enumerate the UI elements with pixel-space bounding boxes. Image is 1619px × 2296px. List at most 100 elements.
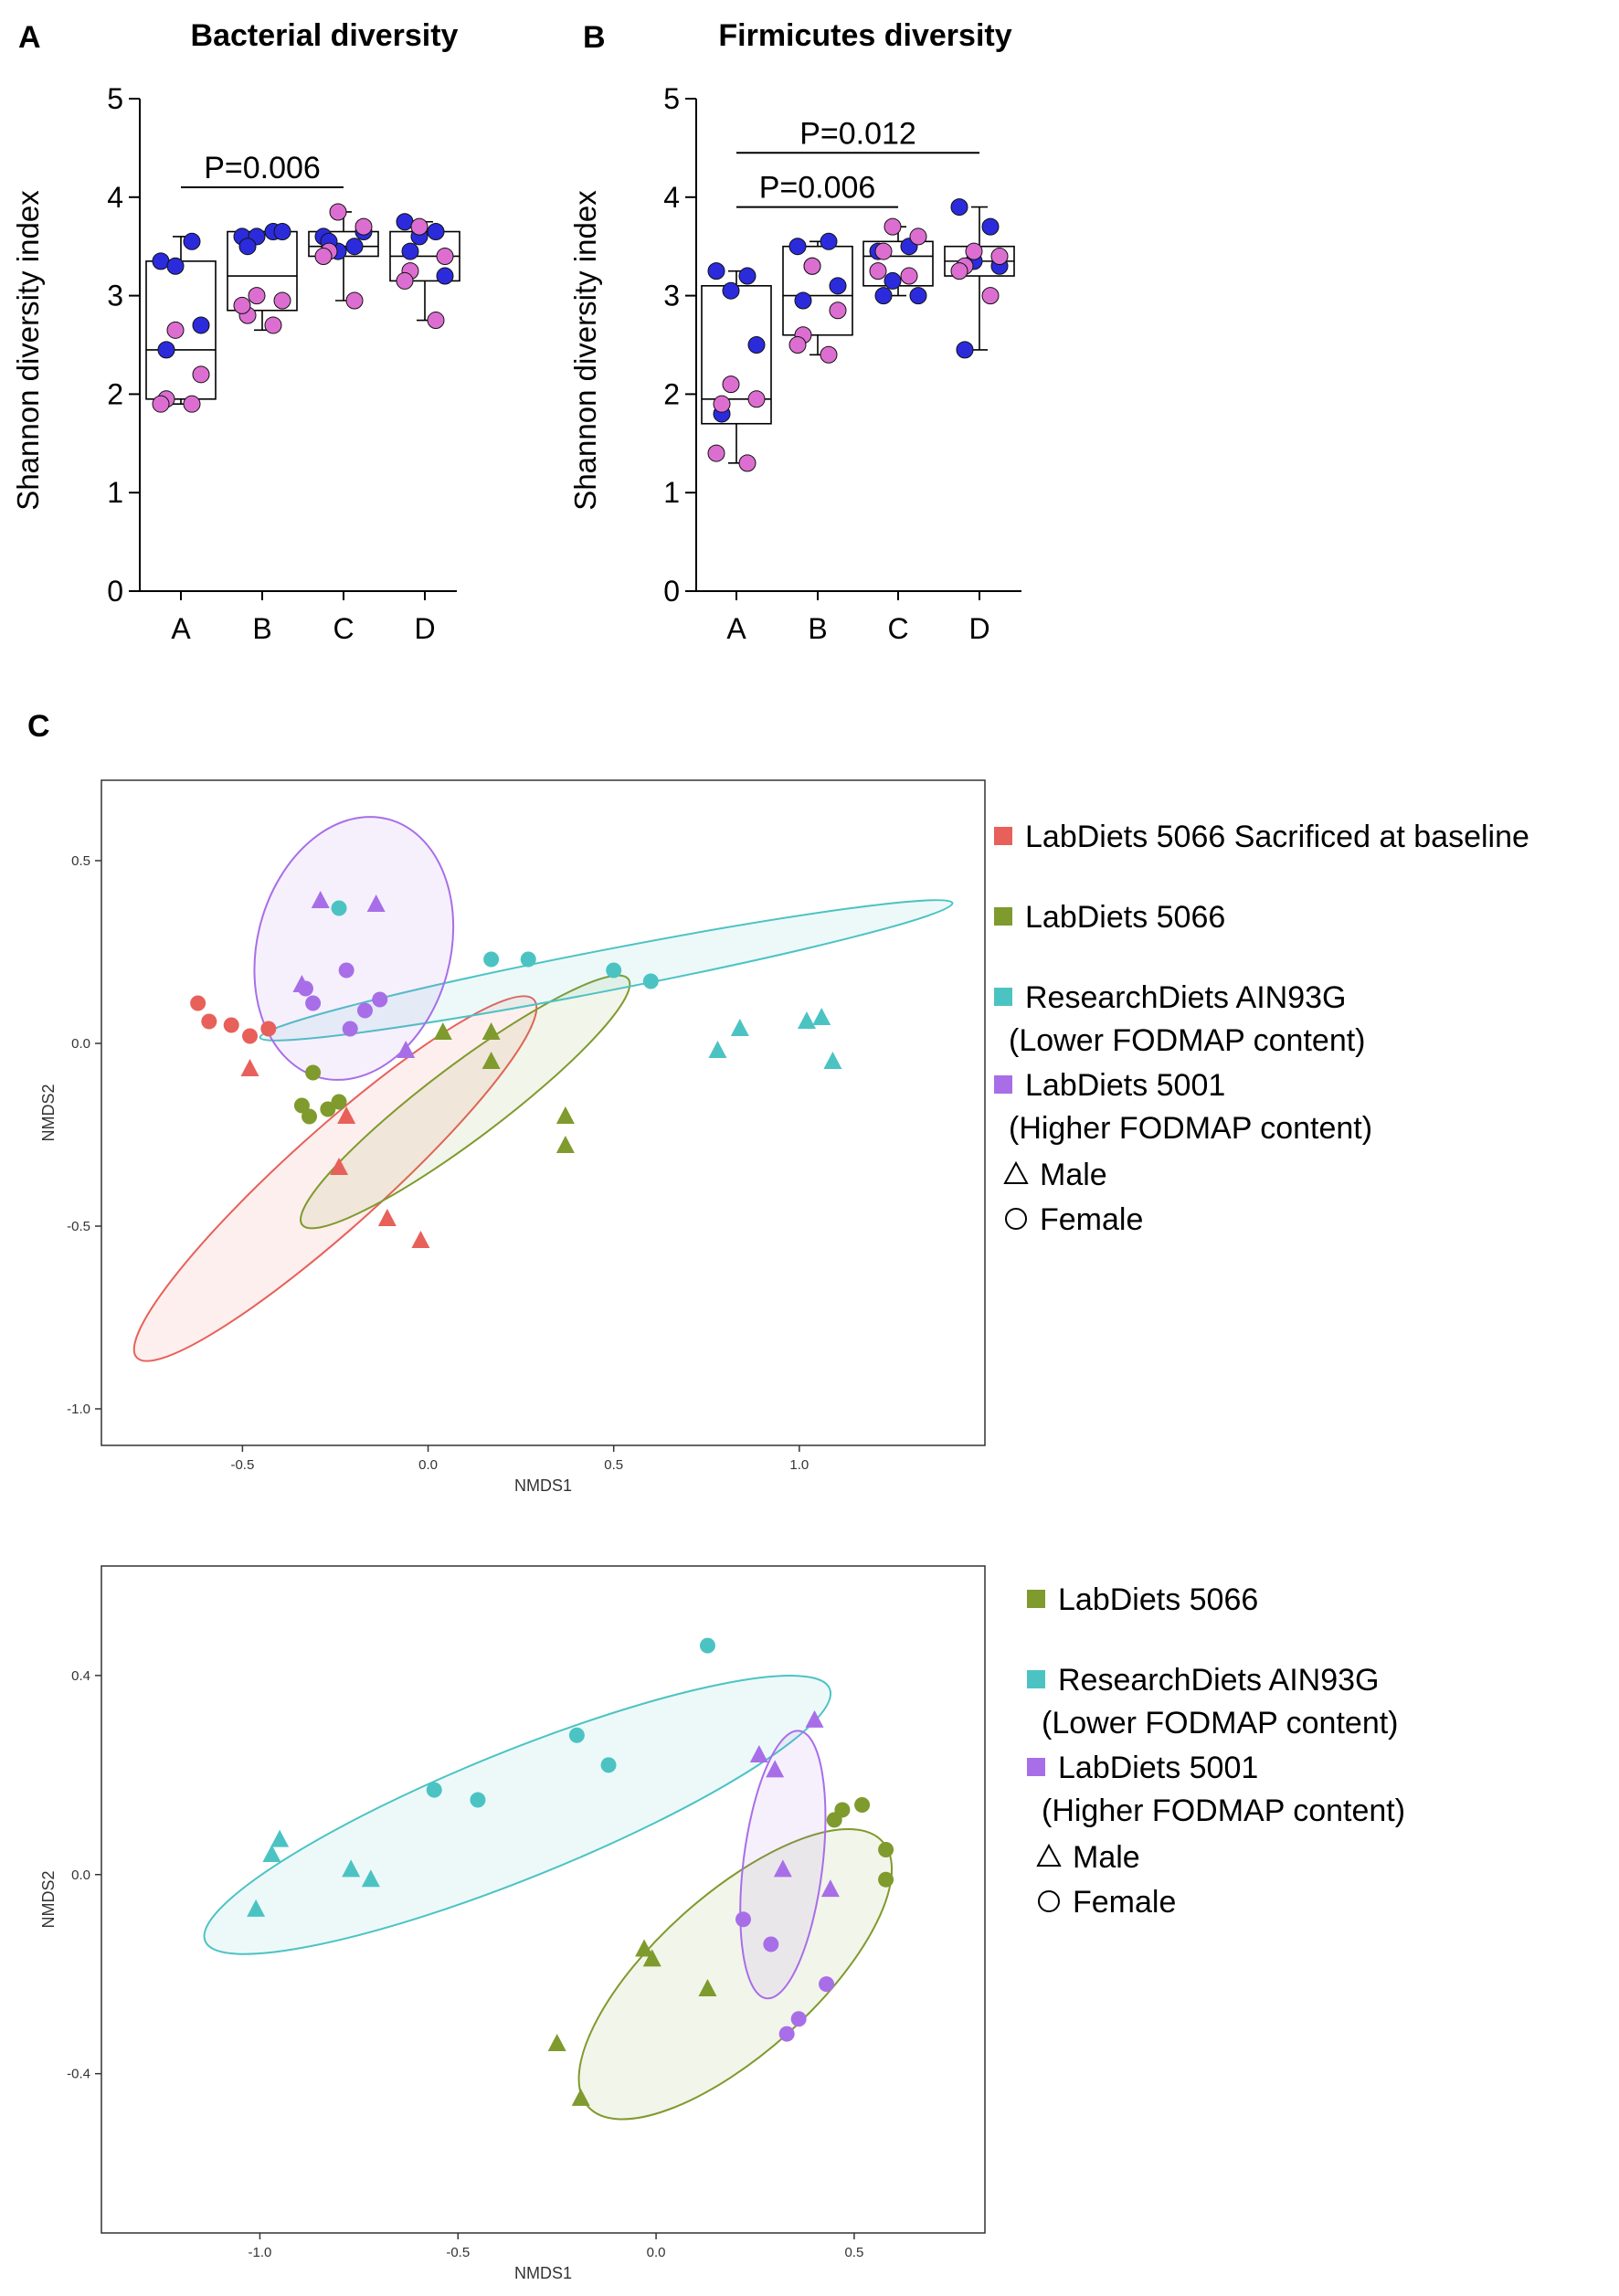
data-point-blue bbox=[884, 271, 902, 290]
data-point-blue bbox=[436, 267, 454, 285]
x-tick-label: 0.0 bbox=[647, 2245, 666, 2260]
data-point-female bbox=[568, 1727, 585, 1743]
x-tick-label: B bbox=[808, 612, 827, 645]
confidence-ellipse bbox=[253, 816, 455, 1081]
legend-swatch bbox=[994, 988, 1012, 1006]
y-tick-label: 0.4 bbox=[71, 1668, 90, 1684]
legend-label-line2: (Lower FODMAP content) bbox=[1009, 1023, 1366, 1058]
data-point-female bbox=[699, 1637, 715, 1654]
y-tick-label: 4 bbox=[107, 181, 123, 214]
data-point-pink bbox=[788, 336, 807, 354]
data-point-blue bbox=[747, 336, 766, 354]
data-point-pink bbox=[152, 395, 170, 413]
y-tick-label: 1 bbox=[107, 476, 123, 509]
data-point-female bbox=[260, 1021, 277, 1037]
data-point-pink bbox=[233, 296, 251, 314]
data-point-male bbox=[366, 894, 386, 912]
confidence-ellipse bbox=[132, 995, 538, 1362]
legend-label-line2: (Higher FODMAP content) bbox=[1042, 1793, 1405, 1828]
plot-area bbox=[101, 1565, 986, 2234]
data-point-pink bbox=[396, 271, 414, 290]
confidence-ellipse bbox=[300, 974, 631, 1230]
legend-male-label: Male bbox=[1040, 1158, 1107, 1192]
y-tick-label: 0.0 bbox=[71, 1036, 90, 1052]
y-axis-label: Shannon diversity index bbox=[11, 190, 45, 511]
data-point-pink bbox=[874, 242, 893, 260]
male-legend-icon bbox=[1003, 1160, 1029, 1184]
legend-female-label: Female bbox=[1073, 1885, 1176, 1920]
x-axis-label: NMDS1 bbox=[514, 2264, 572, 2282]
data-point-pink bbox=[829, 302, 847, 320]
data-point-male bbox=[397, 1041, 416, 1058]
data-point-pink bbox=[707, 444, 725, 462]
legend-label: ResearchDiets AIN93G bbox=[1058, 1663, 1380, 1698]
y-tick-label: 5 bbox=[663, 82, 680, 115]
data-point-blue bbox=[401, 242, 419, 260]
data-point-female bbox=[331, 1094, 347, 1110]
y-tick-label: 1 bbox=[663, 476, 680, 509]
legend-swatch bbox=[994, 907, 1012, 926]
x-tick-label: 0.5 bbox=[844, 2245, 863, 2260]
data-point-blue bbox=[794, 291, 812, 310]
data-point-male bbox=[311, 891, 330, 908]
data-point-blue bbox=[956, 341, 974, 359]
data-point-male bbox=[571, 2088, 590, 2106]
legend-swatch bbox=[994, 827, 1012, 845]
x-tick-label: -0.5 bbox=[230, 1457, 254, 1473]
data-point-female bbox=[293, 1097, 310, 1114]
data-point-blue bbox=[238, 238, 257, 256]
data-point-male bbox=[730, 1019, 749, 1036]
y-tick-label: 3 bbox=[663, 280, 680, 312]
legend-label: LabDiets 5066 bbox=[1058, 1582, 1258, 1617]
data-point-male bbox=[698, 1979, 717, 1997]
data-point-blue bbox=[909, 287, 927, 305]
chart-title: Bacterial diversity bbox=[191, 18, 459, 53]
data-point-pink bbox=[981, 287, 1000, 305]
data-point-female bbox=[223, 1017, 239, 1033]
data-point-male bbox=[812, 1008, 831, 1025]
data-point-female bbox=[305, 995, 322, 1011]
data-point-pink bbox=[264, 316, 282, 334]
data-point-pink bbox=[183, 395, 201, 413]
data-point-female bbox=[735, 1911, 751, 1928]
y-tick-label: -1.0 bbox=[67, 1402, 90, 1417]
x-tick-label: C bbox=[333, 612, 354, 645]
data-point-blue bbox=[981, 217, 1000, 236]
x-tick-label: -1.0 bbox=[249, 2245, 272, 2260]
data-point-female bbox=[342, 1021, 358, 1037]
p-value-label: P=0.006 bbox=[759, 171, 876, 206]
data-point-male bbox=[361, 1869, 380, 1888]
data-point-pink bbox=[950, 262, 968, 280]
data-point-male bbox=[377, 1209, 397, 1226]
data-point-male bbox=[247, 1899, 266, 1917]
y-tick-label: 0 bbox=[107, 575, 123, 608]
data-point-male bbox=[330, 1158, 349, 1175]
data-point-male bbox=[292, 975, 312, 992]
data-point-female bbox=[242, 1028, 259, 1044]
data-point-male bbox=[708, 1041, 727, 1058]
y-axis-label: NMDS2 bbox=[39, 1870, 58, 1928]
data-point-female bbox=[854, 1796, 871, 1813]
data-point-pink bbox=[738, 454, 757, 472]
data-point-pink bbox=[314, 247, 333, 265]
data-point-female bbox=[470, 1792, 486, 1808]
legend-female-label: Female bbox=[1040, 1202, 1143, 1237]
data-point-female bbox=[302, 1108, 318, 1125]
data-point-pink bbox=[713, 395, 731, 413]
data-point-blue bbox=[707, 262, 725, 280]
data-point-female bbox=[338, 962, 354, 979]
data-point-blue bbox=[273, 223, 291, 241]
legend-swatch bbox=[1027, 1758, 1045, 1776]
data-point-female bbox=[520, 951, 536, 968]
data-point-pink bbox=[965, 242, 983, 260]
data-point-pink bbox=[166, 321, 185, 339]
data-point-female bbox=[642, 973, 659, 989]
legend-label: LabDiets 5066 bbox=[1025, 900, 1225, 935]
y-tick-label: 0.5 bbox=[71, 853, 90, 869]
y-tick-label: 3 bbox=[107, 280, 123, 312]
data-point-pink bbox=[248, 287, 266, 305]
data-point-female bbox=[201, 1013, 217, 1030]
firmicutes-diversity-chart: Firmicutes diversity Shannon diversity in… bbox=[568, 18, 1021, 645]
legend-label: LabDiets 5001 bbox=[1025, 1068, 1225, 1103]
y-tick-label: 0.0 bbox=[71, 1867, 90, 1883]
